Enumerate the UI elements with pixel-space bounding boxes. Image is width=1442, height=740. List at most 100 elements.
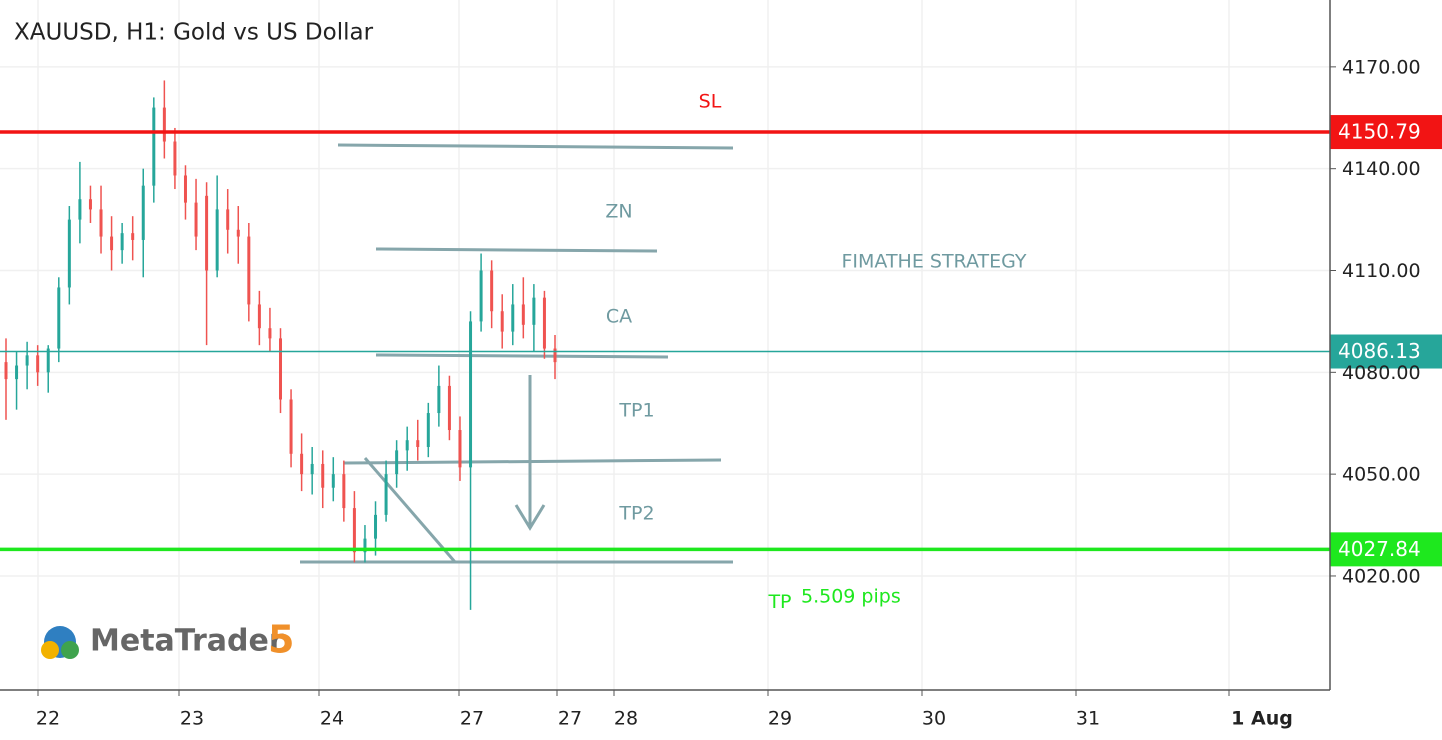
bar-body xyxy=(458,430,462,468)
x-tick-label: 30 xyxy=(922,708,946,730)
bar-body xyxy=(342,474,346,509)
grid xyxy=(0,0,1330,690)
bar-body xyxy=(205,195,209,271)
annotation: ZN xyxy=(605,201,632,223)
y-tick-label: 4080.00 xyxy=(1342,362,1421,384)
annotation: 5.509 pips xyxy=(801,586,901,608)
bar-body xyxy=(352,508,356,553)
bar-body xyxy=(215,209,219,271)
bar-body xyxy=(479,270,483,322)
y-tick-label: 4170.00 xyxy=(1342,56,1421,78)
bar-body xyxy=(426,413,430,447)
zone-line xyxy=(375,353,669,359)
annotation: FIMATHE STRATEGY xyxy=(842,251,1027,273)
bar-body xyxy=(447,385,451,431)
price-lines: 4150.79 4086.13 4027.84 SL TP xyxy=(0,91,1442,613)
bar-body xyxy=(363,538,367,553)
price-label: 4086.13 xyxy=(1338,339,1421,363)
zone-line xyxy=(343,458,722,465)
bar-body xyxy=(152,107,156,186)
x-tick-label: 28 xyxy=(614,708,638,730)
x-tick-label: 23 xyxy=(180,708,204,730)
bar-body xyxy=(15,365,19,380)
bar-body xyxy=(257,304,261,329)
price-line-name: SL xyxy=(699,91,722,113)
bar-body xyxy=(331,474,335,488)
x-tick-label: 24 xyxy=(320,708,344,730)
bar-body xyxy=(374,514,378,539)
bar-body xyxy=(300,453,304,475)
bar-body xyxy=(226,209,230,230)
bar-body xyxy=(67,219,71,288)
annotation: TP1 xyxy=(618,400,654,422)
bar-body xyxy=(183,175,187,203)
bar-body xyxy=(310,463,314,475)
bar-body xyxy=(405,440,409,451)
bar-body xyxy=(173,141,177,176)
bar-body xyxy=(321,463,325,488)
bar-body xyxy=(247,236,251,305)
bar-body xyxy=(78,199,82,220)
x-tick-label: 27 xyxy=(558,708,582,730)
bar-body xyxy=(36,355,40,373)
price-line-name: TP xyxy=(767,591,791,613)
bar-body xyxy=(120,233,124,251)
y-tick-label: 4020.00 xyxy=(1342,565,1421,587)
bar-body xyxy=(4,362,8,380)
bar-body xyxy=(131,233,135,240)
price-label-box xyxy=(1330,334,1442,369)
bar-body xyxy=(279,338,282,400)
zone-line xyxy=(375,247,658,253)
price-label: 4027.84 xyxy=(1338,537,1421,561)
annotation: TP2 xyxy=(618,503,654,525)
y-tick-label: 4140.00 xyxy=(1342,158,1421,180)
logo-icon xyxy=(61,641,79,659)
arrow-head xyxy=(514,504,546,531)
bar-body xyxy=(141,185,145,240)
x-tick-label: 31 xyxy=(1076,708,1100,730)
bar-body xyxy=(110,236,114,251)
bar-body xyxy=(500,311,504,332)
zone-line xyxy=(337,143,734,150)
x-tick-label: 27 xyxy=(460,708,484,730)
bar-body xyxy=(88,199,92,210)
bar-body xyxy=(236,229,240,237)
bar-body xyxy=(469,321,473,468)
logo-version: 5 xyxy=(268,618,294,662)
bar-body xyxy=(437,385,441,414)
annotation: CA xyxy=(606,306,632,328)
bar-body xyxy=(511,304,515,332)
logo: MetaTrader 5 xyxy=(41,618,294,662)
bar-body xyxy=(25,355,29,366)
trend-line xyxy=(363,457,457,563)
bars xyxy=(4,80,557,610)
bar-body xyxy=(268,328,272,339)
logo-text: MetaTrader xyxy=(90,624,284,659)
bar-body xyxy=(162,107,166,142)
bar-body xyxy=(553,348,557,363)
bar-body xyxy=(490,270,494,312)
bar-body xyxy=(521,304,525,325)
drawings xyxy=(300,143,734,564)
bar-body xyxy=(532,297,536,325)
bar-body xyxy=(384,474,388,515)
y-tick-label: 4050.00 xyxy=(1342,464,1421,486)
y-tick-label: 4110.00 xyxy=(1342,260,1421,282)
bar-body xyxy=(194,202,198,237)
logo-icon xyxy=(41,641,59,659)
price-label-box xyxy=(1330,532,1442,567)
bar-body xyxy=(99,209,103,237)
bar-body xyxy=(416,440,420,447)
x-tick-label: 1 Aug xyxy=(1231,708,1293,730)
bar-body xyxy=(542,297,546,349)
price-label: 4150.79 xyxy=(1338,120,1421,144)
price-label-box xyxy=(1330,115,1442,150)
x-tick-label: 22 xyxy=(36,708,60,730)
bar-body xyxy=(57,287,61,349)
chart-title: XAUUSD, H1: Gold vs US Dollar xyxy=(14,20,374,46)
bar-body xyxy=(395,450,399,475)
bar-body xyxy=(46,348,50,373)
bar-body xyxy=(289,399,293,454)
x-tick-label: 29 xyxy=(768,708,792,730)
